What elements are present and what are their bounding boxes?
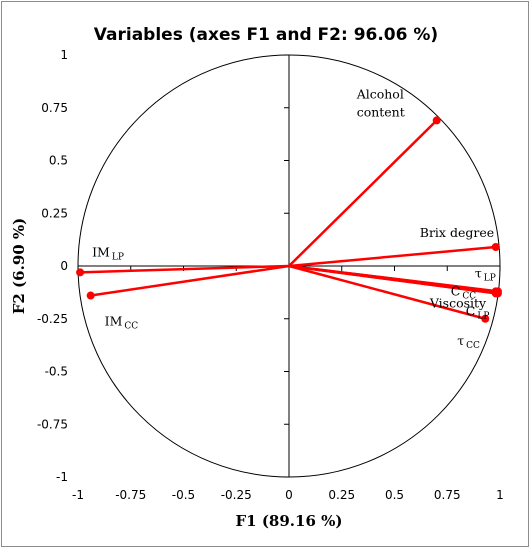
variable-label: Alcohol content <box>356 86 405 119</box>
variable-label: IM CC <box>105 314 139 332</box>
y-tick-label: -0.25 <box>37 312 68 326</box>
vector-point <box>491 243 500 252</box>
x-axis-title: F1 (89.16 %) <box>236 512 343 530</box>
y-tick-label: 0.25 <box>41 206 68 220</box>
y-tick-label: 0.5 <box>49 154 68 168</box>
x-tick-label: -0.5 <box>172 488 195 502</box>
variable-label: IM LP <box>92 244 124 262</box>
vector-line <box>288 245 496 268</box>
y-tick-label: -0.5 <box>45 365 68 379</box>
vector-line <box>90 264 290 297</box>
vector-point <box>491 289 500 298</box>
vector-line <box>80 264 290 274</box>
y-tick-label: 1 <box>60 48 68 62</box>
y-tick-label: -0.75 <box>37 417 68 431</box>
plot-area: -1 -0.75 -0.5 -0.25 0 0.25 0.5 0.75 1 1 0.75 0.5 0.2… <box>37 48 504 502</box>
x-tick-label: 0 <box>285 488 293 502</box>
vector-point <box>432 116 441 125</box>
x-tick-label: -0.25 <box>221 488 252 502</box>
vector-line <box>288 264 486 320</box>
vector-line <box>288 119 438 267</box>
x-tick-label: -1 <box>72 488 84 502</box>
variable-label: τ LP <box>475 265 496 283</box>
variable-label: C CC <box>451 283 476 301</box>
vector-line <box>288 264 496 295</box>
variable-label: C LP <box>466 303 490 321</box>
variable-label: Brix degree <box>420 225 494 240</box>
y-tick-label: 0 <box>60 259 68 273</box>
x-tick-label: 0.75 <box>434 488 461 502</box>
variable-label: Viscosity <box>429 295 487 310</box>
x-tick-label: -0.75 <box>115 488 146 502</box>
vector-point <box>86 291 95 300</box>
y-tick-label: 0.75 <box>41 101 68 115</box>
x-tick-label: 1 <box>496 488 504 502</box>
vector-point <box>76 268 85 277</box>
x-tick-label: 0.25 <box>328 488 355 502</box>
y-axis-title: F2 (6.90 %) <box>10 218 28 315</box>
y-tick-label: -1 <box>56 470 68 484</box>
variable-label: τ CC <box>457 333 480 351</box>
chart-title: Variables (axes F1 and F2: 96.06 %) <box>94 25 438 45</box>
x-tick-label: 0.5 <box>385 488 404 502</box>
vector-point <box>481 314 490 323</box>
